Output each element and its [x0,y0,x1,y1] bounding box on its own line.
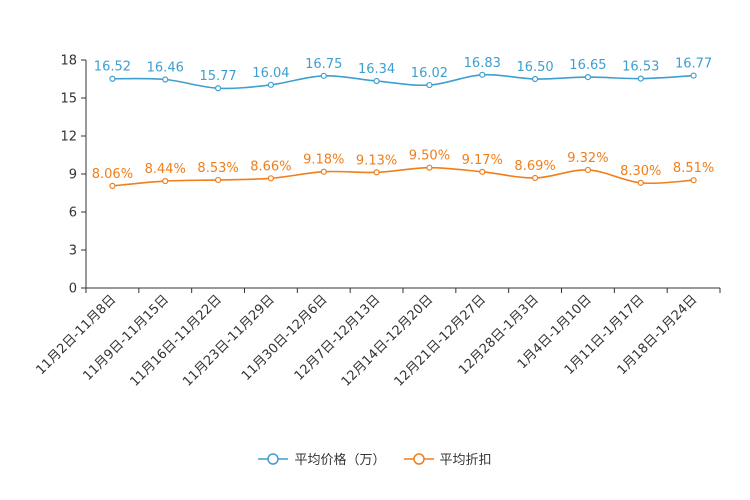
data-label: 8.53% [197,161,238,176]
data-point[interactable] [690,72,697,79]
data-label: 15.77 [199,69,236,84]
data-label: 8.69% [514,159,555,174]
data-point[interactable] [162,177,169,185]
data-point[interactable] [109,182,116,190]
data-point[interactable] [637,75,644,82]
data-label: 9.50% [409,149,450,164]
data-point[interactable] [531,75,539,83]
data-point[interactable] [267,81,275,88]
x-tick-label: 12月21日-12月27日 [392,292,489,389]
data-label: 16.46 [147,61,184,76]
data-point[interactable] [584,73,592,81]
series-line-0 [112,73,694,90]
data-label: 9.32% [567,151,608,166]
data-point[interactable] [162,76,169,83]
data-label: 9.18% [303,153,344,168]
data-label: 16.77 [675,57,712,72]
data-point[interactable] [373,77,380,85]
data-label: 8.44% [145,162,186,177]
data-point[interactable] [479,168,486,175]
data-label: 8.66% [250,159,291,174]
y-tick-label: 0 [69,282,77,297]
data-label: 16.34 [358,62,395,77]
data-label: 16.65 [569,58,606,73]
legend-swatch-discount-icon [403,452,434,465]
legend-label-discount: 平均折扣 [439,453,492,468]
legend-label-price: 平均价格（万） [294,453,386,468]
data-point[interactable] [214,85,222,92]
y-tick-label: 6 [69,206,77,221]
data-label: 8.30% [620,164,661,179]
legend-swatch-price-icon [258,452,289,465]
data-point[interactable] [426,81,433,89]
data-point[interactable] [320,72,327,79]
series-line-1 [112,166,694,187]
data-label: 8.51% [673,161,714,176]
data-label: 9.13% [356,153,397,168]
data-point[interactable] [479,71,486,78]
x-tick-label: 12月14日-12月20日 [339,292,436,389]
data-label: 16.83 [464,56,501,71]
legend-item-discount[interactable]: 平均折扣 [403,449,492,468]
chart-legend: 平均价格（万） 平均折扣 [0,449,750,468]
data-point[interactable] [267,175,275,182]
data-label: 16.53 [622,60,659,75]
legend-item-price[interactable]: 平均价格（万） [258,449,386,468]
data-label: 9.17% [462,153,503,168]
data-label: 8.06% [92,167,133,182]
y-tick-label: 9 [69,168,77,183]
data-label: 16.02 [411,66,448,81]
data-point[interactable] [109,75,116,82]
data-point[interactable] [637,179,644,186]
data-point[interactable] [584,166,592,174]
data-label: 16.04 [252,66,289,81]
x-tick-label: 11月23日-11月29日 [180,292,277,389]
data-point[interactable] [531,174,539,182]
data-label: 16.50 [516,60,553,75]
data-point[interactable] [214,176,222,184]
data-point[interactable] [690,177,697,184]
data-label: 16.52 [94,60,131,75]
y-tick-label: 3 [69,244,77,259]
data-label: 16.75 [305,57,342,72]
y-tick-label: 12 [60,130,77,145]
y-tick-label: 18 [60,54,77,69]
x-tick-label: 11月16日-11月22日 [127,292,224,389]
data-point[interactable] [373,169,380,176]
data-point[interactable] [426,164,433,171]
data-point[interactable] [320,168,327,175]
y-tick-label: 15 [60,92,77,107]
